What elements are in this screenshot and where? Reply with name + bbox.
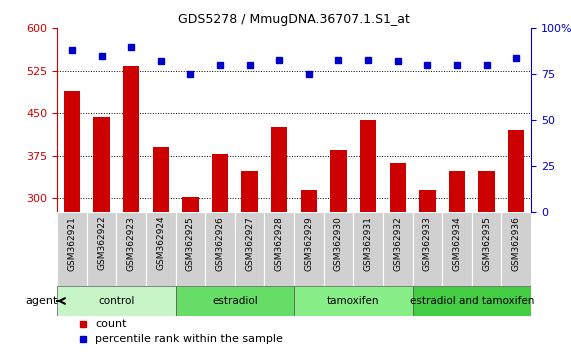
- Bar: [383, 212, 412, 286]
- Bar: [264, 212, 294, 286]
- Bar: [501, 212, 531, 286]
- Text: estradiol and tamoxifen: estradiol and tamoxifen: [409, 296, 534, 306]
- Title: GDS5278 / MmugDNA.36707.1.S1_at: GDS5278 / MmugDNA.36707.1.S1_at: [178, 13, 410, 26]
- Bar: [205, 212, 235, 286]
- Bar: [182, 197, 199, 212]
- Bar: [508, 130, 524, 212]
- Bar: [176, 286, 294, 316]
- Bar: [116, 212, 146, 286]
- Bar: [294, 286, 412, 316]
- Text: GSM362936: GSM362936: [512, 216, 521, 271]
- Bar: [331, 150, 347, 212]
- Bar: [353, 212, 383, 286]
- Bar: [242, 171, 258, 212]
- Bar: [146, 212, 176, 286]
- Bar: [412, 286, 531, 316]
- Bar: [419, 189, 436, 212]
- Text: GSM362925: GSM362925: [186, 216, 195, 270]
- Text: GSM362932: GSM362932: [393, 216, 402, 270]
- Text: GSM362927: GSM362927: [245, 216, 254, 270]
- Bar: [212, 154, 228, 212]
- Bar: [442, 212, 472, 286]
- Bar: [360, 120, 376, 212]
- Text: percentile rank within the sample: percentile rank within the sample: [95, 334, 283, 344]
- Bar: [123, 66, 139, 212]
- Text: GSM362928: GSM362928: [275, 216, 284, 270]
- Text: GSM362930: GSM362930: [334, 216, 343, 271]
- Bar: [412, 212, 442, 286]
- Bar: [301, 189, 317, 212]
- Bar: [57, 212, 87, 286]
- Text: GSM362921: GSM362921: [67, 216, 77, 270]
- Bar: [152, 147, 169, 212]
- Text: GSM362934: GSM362934: [452, 216, 461, 270]
- Bar: [235, 212, 264, 286]
- Text: GSM362922: GSM362922: [97, 216, 106, 270]
- Text: estradiol: estradiol: [212, 296, 258, 306]
- Text: control: control: [98, 296, 135, 306]
- Bar: [472, 212, 501, 286]
- Text: GSM362923: GSM362923: [127, 216, 136, 270]
- Bar: [389, 163, 406, 212]
- Text: agent: agent: [25, 296, 58, 306]
- Text: GSM362931: GSM362931: [364, 216, 373, 271]
- Bar: [478, 171, 494, 212]
- Text: count: count: [95, 319, 127, 329]
- Text: GSM362933: GSM362933: [423, 216, 432, 271]
- Bar: [94, 117, 110, 212]
- Text: GSM362926: GSM362926: [215, 216, 224, 270]
- Bar: [176, 212, 205, 286]
- Bar: [64, 91, 80, 212]
- Text: GSM362935: GSM362935: [482, 216, 491, 271]
- Bar: [294, 212, 324, 286]
- Bar: [324, 212, 353, 286]
- Bar: [87, 212, 116, 286]
- Text: GSM362929: GSM362929: [304, 216, 313, 270]
- Bar: [57, 286, 176, 316]
- Text: GSM362924: GSM362924: [156, 216, 165, 270]
- Text: tamoxifen: tamoxifen: [327, 296, 380, 306]
- Bar: [449, 171, 465, 212]
- Bar: [271, 127, 287, 212]
